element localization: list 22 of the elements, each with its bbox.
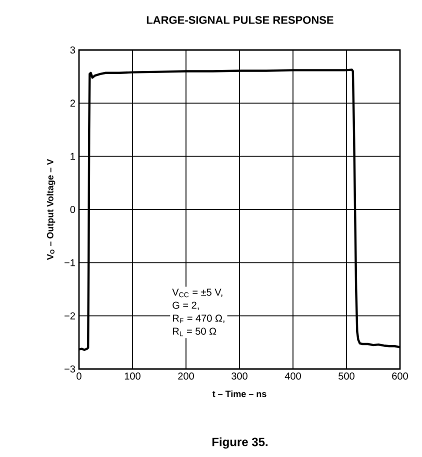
caption: Figure 35. xyxy=(212,437,268,449)
y-tick-label: 3 xyxy=(70,46,76,54)
x-tick-label: 0 xyxy=(76,372,82,380)
chart-title: LARGE-SIGNAL PULSE RESPONSE xyxy=(146,16,334,24)
x-tick-label: 100 xyxy=(124,372,140,380)
x-tick-label: 600 xyxy=(392,372,408,380)
annotation: G = 2, xyxy=(172,302,199,310)
x-tick-label: 200 xyxy=(178,372,194,380)
y-tick-label: −3 xyxy=(64,365,76,373)
y-tick-label: 2 xyxy=(70,100,75,107)
y-tick-label: 0 xyxy=(70,206,76,214)
x-tick-label: 500 xyxy=(338,372,354,380)
annotation: R$_{F}$ = 470 Ω, xyxy=(172,314,224,324)
y-axis-title: V$_{O}$ – Output Voltage – V xyxy=(46,159,56,260)
x-tick-label: 400 xyxy=(284,372,301,380)
annotation: R$_{L}$ = 50 Ω xyxy=(172,328,216,336)
y-tick-label: 1 xyxy=(70,152,75,160)
annotation: V$_{CC}$ = ±5 V, xyxy=(172,288,222,298)
x-tick-label: 300 xyxy=(232,372,248,380)
y-tick-label: −1 xyxy=(64,259,75,266)
x-axis-title: t – Time – ns xyxy=(212,390,266,398)
y-tick-label: −2 xyxy=(64,312,75,320)
